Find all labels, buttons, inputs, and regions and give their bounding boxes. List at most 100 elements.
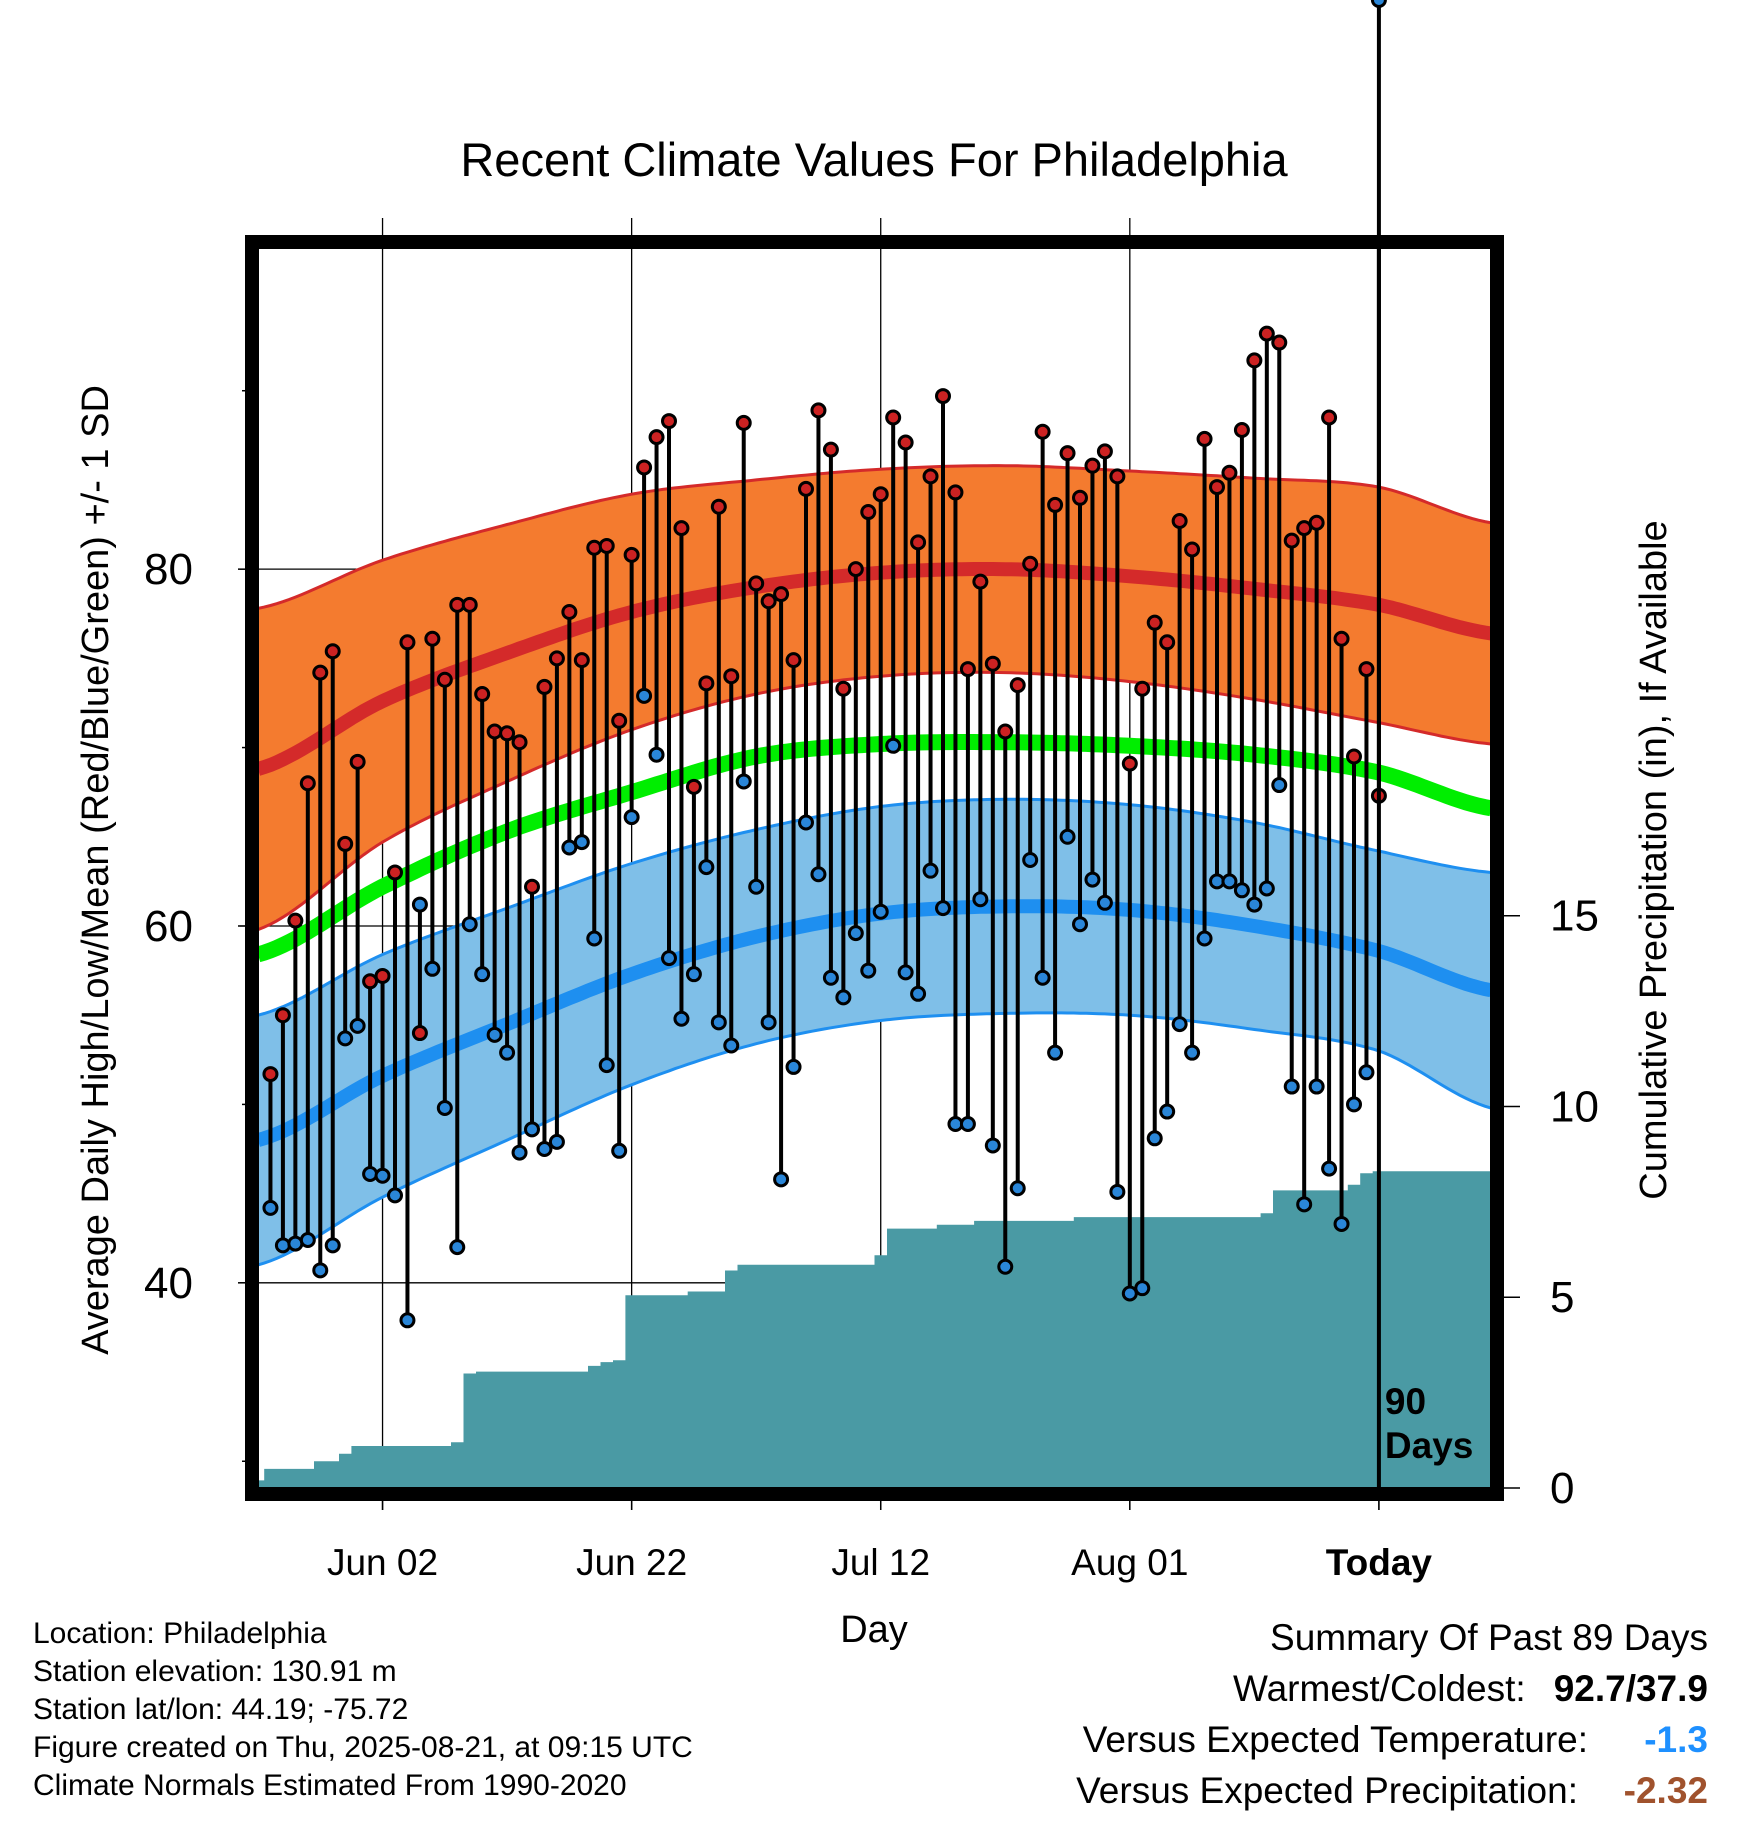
high-point — [773, 586, 790, 603]
high-point — [1233, 421, 1250, 438]
high-point — [374, 967, 391, 984]
high-point — [1034, 423, 1051, 440]
low-point — [922, 862, 939, 879]
daily-range-stems — [268, 0, 1381, 1321]
high-point — [499, 725, 516, 742]
low-point — [1196, 930, 1213, 947]
low-point — [1059, 828, 1076, 845]
high-point — [748, 575, 765, 592]
low-point — [461, 916, 478, 933]
low-point — [698, 859, 715, 876]
low-point — [387, 1187, 403, 1204]
low-point — [1134, 1280, 1151, 1297]
high-point — [536, 678, 553, 695]
y-tick-label: 80 — [144, 545, 193, 594]
low-point — [337, 1030, 354, 1047]
high-band-lower-edge — [258, 670, 1491, 931]
warm-cold-label: Warmest/Coldest: — [1233, 1668, 1526, 1709]
normal-mean-line — [258, 734, 1491, 963]
low-point — [661, 950, 677, 967]
low-point — [885, 737, 902, 754]
high-point — [623, 546, 640, 563]
low-point — [935, 900, 951, 917]
high-point — [723, 668, 740, 685]
low-point — [1370, 0, 1387, 8]
high-point — [1047, 496, 1064, 513]
low-point — [1271, 777, 1288, 794]
elevation-line: Station elevation: 130.91 m — [33, 1655, 397, 1688]
high-point — [411, 1025, 428, 1042]
high-point — [424, 630, 441, 647]
high-point — [1184, 541, 1201, 558]
high-point — [636, 459, 653, 476]
high-point — [735, 414, 752, 431]
low-point — [1283, 1078, 1300, 1095]
low-point — [499, 1044, 516, 1061]
today-label: Days — [1385, 1425, 1473, 1466]
low-point — [810, 866, 827, 883]
high-point — [474, 686, 491, 703]
low-point — [474, 966, 491, 983]
low-point — [897, 964, 914, 981]
high-point — [548, 650, 565, 667]
low-point — [449, 1239, 466, 1256]
low-point — [399, 1312, 416, 1329]
low-point — [262, 1199, 279, 1216]
high-point — [1196, 430, 1213, 447]
y-axis-label: Average Daily High/Low/Mean (Red/Blue/Gr… — [75, 385, 117, 1355]
high-point — [872, 486, 889, 503]
high-point — [1171, 512, 1188, 529]
y2-tick-label: 10 — [1550, 1082, 1599, 1131]
high-point — [1059, 445, 1076, 462]
low-point — [860, 962, 877, 979]
low-point — [1184, 1044, 1201, 1061]
low-point — [648, 746, 665, 763]
high-band-upper-edge — [258, 464, 1491, 610]
high-point — [1283, 532, 1300, 549]
low-point — [1047, 1044, 1064, 1061]
low-point — [1022, 851, 1039, 868]
y2-axis-label: Cumulative Precipitation (in), If Availa… — [1633, 520, 1675, 1199]
high-point — [1271, 334, 1288, 351]
high-point — [648, 429, 665, 446]
plot-border — [245, 235, 1504, 1501]
high-point — [1321, 409, 1338, 426]
high-point — [524, 878, 540, 895]
high-point — [1121, 755, 1138, 772]
high-point — [760, 593, 777, 610]
low-point — [536, 1141, 553, 1158]
high-point — [573, 652, 590, 669]
high-point — [324, 643, 341, 660]
low-point — [1308, 1078, 1325, 1095]
y2-tick-label: 5 — [1550, 1273, 1574, 1322]
chart-title: Recent Climate Values For Philadelphia — [460, 133, 1288, 186]
x-tick-label: Today — [1326, 1542, 1433, 1583]
low-point — [984, 1137, 1001, 1154]
low-point — [1233, 882, 1250, 899]
low-point — [798, 814, 814, 831]
y2-tick-label: 0 — [1550, 1464, 1574, 1513]
low-point — [910, 985, 927, 1002]
high-point — [785, 652, 802, 669]
high-point — [1146, 614, 1163, 631]
low-point — [636, 687, 653, 704]
low-point — [1096, 894, 1113, 911]
high-point — [922, 468, 939, 485]
x-tick-label: Jun 22 — [576, 1542, 687, 1583]
high-point — [1159, 634, 1176, 651]
low-point — [835, 989, 852, 1006]
high-point — [387, 864, 403, 881]
x-axis-label: Day — [840, 1609, 908, 1651]
high-point — [262, 1066, 279, 1083]
low-point — [1034, 969, 1051, 986]
high-point — [997, 723, 1014, 740]
high-point — [959, 661, 976, 678]
low-point — [1009, 1180, 1026, 1197]
low-point — [760, 1014, 777, 1031]
low-point — [847, 925, 864, 942]
low-point — [735, 773, 752, 790]
latlon-line: Station lat/lon: 44.19; -75.72 — [33, 1693, 409, 1726]
high-point — [698, 675, 715, 692]
created-line: Figure created on Thu, 2025-08-21, at 09… — [33, 1731, 693, 1764]
high-point — [860, 504, 877, 521]
